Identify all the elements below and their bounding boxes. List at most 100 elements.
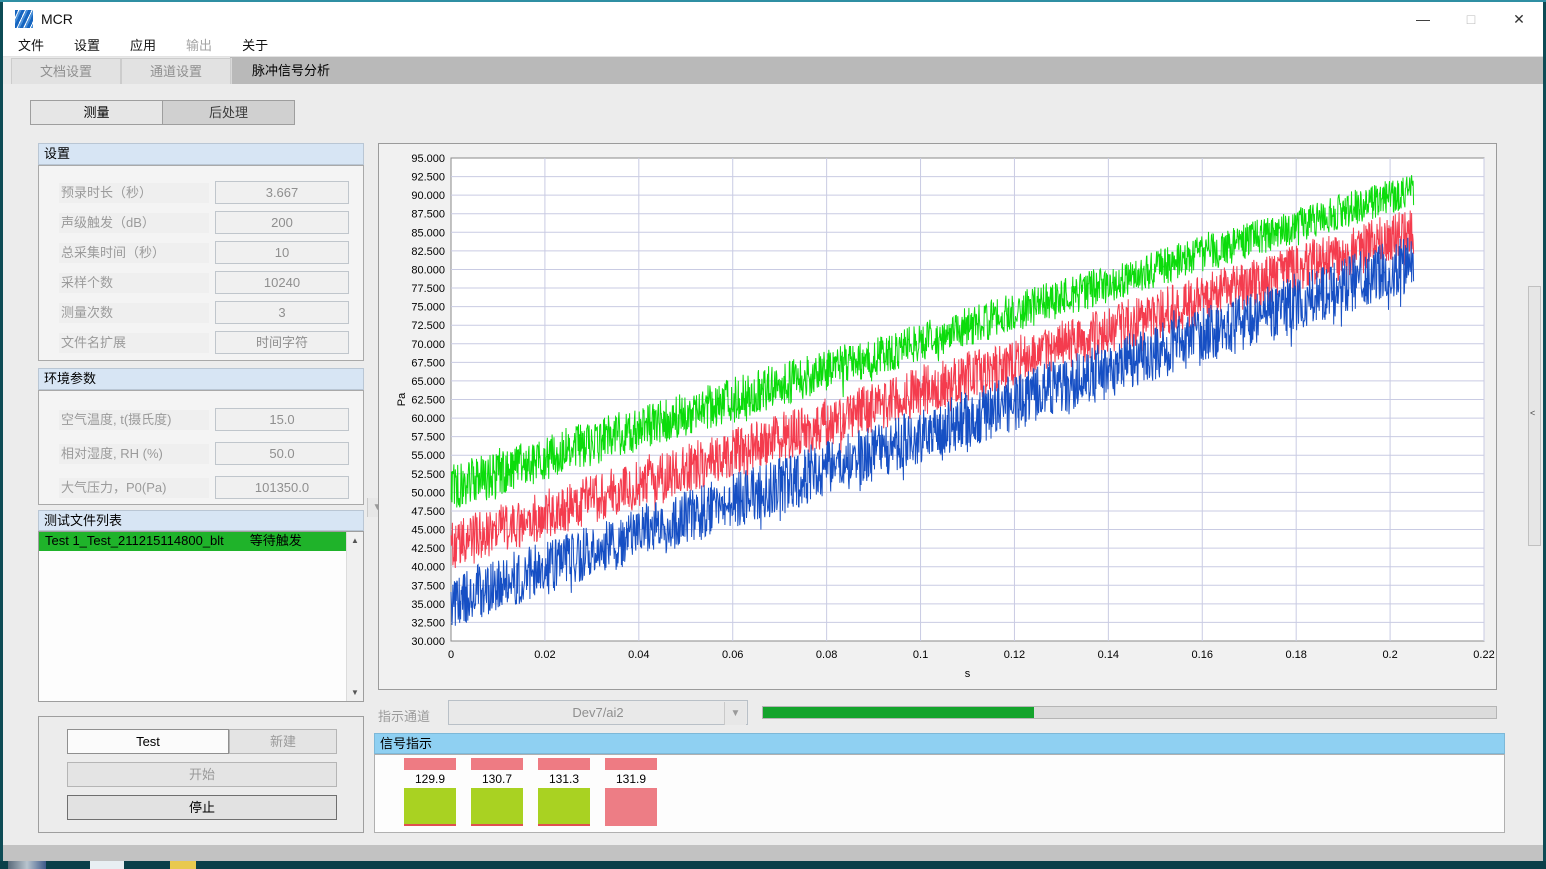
waveform-chart: 30.000 32.500 35.000 37.500 40.000 42.500 45.0…: [378, 143, 1497, 690]
y-axis-label: Pa: [396, 392, 408, 406]
field-select[interactable]: 时间字符: [215, 331, 349, 354]
field-label: 总采集时间（秒）: [59, 242, 209, 263]
field-value[interactable]: 10: [215, 241, 349, 264]
field-row: 相对湿度, RH (%) 50.0: [59, 442, 349, 465]
blue-band: [450, 237, 1415, 626]
start-button[interactable]: 开始: [67, 762, 337, 787]
signal-panel-body: 129.9 130.7 131.3 131.9: [374, 754, 1505, 833]
signal-panel-header: 信号指示: [374, 733, 1505, 754]
scroll-up-icon[interactable]: ▲: [351, 536, 359, 545]
tab-0[interactable]: 文档设置: [11, 58, 121, 84]
y-tick-label: 92.500: [411, 172, 445, 184]
y-tick-label: 95.000: [411, 153, 445, 165]
chevron-down-icon[interactable]: ▼: [724, 702, 746, 725]
menu-item-2[interactable]: 应用: [130, 37, 157, 53]
signal-threshold-line: [538, 824, 590, 826]
menu-item-4[interactable]: 关于: [242, 37, 269, 53]
filelist-scrollbar[interactable]: ▲ ▼: [346, 532, 363, 701]
menu-bar: 文件 设置 应用 输出 关于: [3, 36, 1543, 57]
file-list-row[interactable]: Test 1_Test_211215114800_blt 等待触发: [39, 532, 347, 551]
filelist-panel-header: 测试文件列表: [38, 510, 364, 531]
taskbar-icon-fragment[interactable]: [170, 861, 196, 869]
field-row: 大气压力，P0(Pa) 101350.0: [59, 476, 349, 499]
field-value[interactable]: 3: [215, 301, 349, 324]
field-value[interactable]: 3.667: [215, 181, 349, 204]
y-tick-label: 60.000: [411, 413, 445, 425]
indicator-channel-select[interactable]: Dev7/ai2 ▼: [448, 700, 748, 725]
scroll-down-icon[interactable]: ▼: [351, 688, 359, 697]
y-tick-label: 45.000: [411, 525, 445, 537]
tab-2[interactable]: 脉冲信号分析: [231, 58, 350, 84]
settings-panel-header: 设置: [38, 143, 364, 165]
field-value[interactable]: 10240: [215, 271, 349, 294]
file-status: 等待触发: [249, 533, 302, 548]
x-tick-label: 0.1: [913, 649, 928, 661]
x-tick-label: 0.22: [1473, 649, 1494, 661]
taskbar-edge: [0, 861, 1546, 869]
field-value[interactable]: 50.0: [215, 442, 349, 465]
y-tick-label: 75.000: [411, 302, 445, 314]
minimize-button[interactable]: —: [1416, 11, 1430, 27]
field-row: 总采集时间（秒） 10: [59, 241, 349, 264]
taskbar-icon-fragment[interactable]: [90, 861, 124, 869]
x-axis-label: s: [965, 668, 971, 680]
field-value[interactable]: 200: [215, 211, 349, 234]
menu-item-1[interactable]: 设置: [74, 37, 101, 53]
signal-status-square: [404, 788, 456, 826]
indicator-channel-value: Dev7/ai2: [572, 705, 624, 720]
field-value[interactable]: 101350.0: [215, 476, 349, 499]
taskbar-icon-fragment[interactable]: [8, 861, 46, 869]
field-row: 采样个数 10240: [59, 271, 349, 294]
y-tick-label: 77.500: [411, 283, 445, 295]
y-tick-label: 82.500: [411, 246, 445, 258]
app-icon: [15, 10, 33, 28]
chart-canvas: 30.000 32.500 35.000 37.500 40.000 42.500 45.0…: [396, 153, 1495, 680]
field-row: 空气温度, t(摄氏度) 15.0: [59, 408, 349, 431]
signal-level-bar: [471, 758, 523, 770]
panel-splitter-handle[interactable]: <: [1528, 286, 1541, 546]
x-tick-label: 0.08: [816, 649, 837, 661]
menu-item-3[interactable]: 输出: [186, 37, 213, 53]
window-bottom-border: [3, 845, 1543, 861]
subtab-measure[interactable]: 测量: [30, 100, 163, 125]
maximize-button[interactable]: □: [1466, 11, 1476, 27]
signal-level-bar: [538, 758, 590, 770]
signal-status-square: [538, 788, 590, 826]
field-row: 测量次数 3: [59, 301, 349, 324]
collapse-left-icon: <: [1530, 408, 1536, 418]
red-band: [450, 210, 1415, 569]
y-tick-label: 57.500: [411, 432, 445, 444]
x-tick-label: 0.06: [722, 649, 743, 661]
y-tick-label: 30.000: [411, 636, 445, 648]
desktop-edge-top: [0, 0, 1546, 2]
subtab-postprocess[interactable]: 后处理: [163, 100, 295, 125]
y-tick-label: 67.500: [411, 357, 445, 369]
field-label: 预录时长（秒）: [59, 182, 209, 203]
signal-value: 129.9: [414, 772, 446, 786]
y-tick-label: 80.000: [411, 264, 445, 276]
signal-threshold-line: [404, 824, 456, 826]
close-button[interactable]: ✕: [1513, 11, 1525, 27]
menu-item-0[interactable]: 文件: [18, 37, 45, 53]
stop-button[interactable]: 停止: [67, 795, 337, 820]
signal-status-square: [471, 788, 523, 826]
x-tick-label: 0: [448, 649, 454, 661]
y-tick-label: 37.500: [411, 580, 445, 592]
window-title: MCR: [41, 11, 73, 27]
y-tick-label: 50.000: [411, 487, 445, 499]
field-value[interactable]: 15.0: [215, 408, 349, 431]
window-controls: — □ ✕: [1399, 2, 1543, 36]
test-name-field[interactable]: Test: [67, 729, 229, 754]
signal-level-bar: [404, 758, 456, 770]
tab-1[interactable]: 通道设置: [121, 58, 231, 84]
x-tick-label: 0.02: [534, 649, 555, 661]
file-name: Test 1_Test_211215114800_blt: [45, 533, 224, 548]
y-tick-label: 42.500: [411, 543, 445, 555]
acquisition-progress-bar: [762, 706, 1497, 719]
settings-panel-body: 预录时长（秒） 3.667 声级触发（dB） 200 总采集时间（秒） 10 采样个数 102…: [38, 165, 387, 517]
x-tick-label: 0.12: [1004, 649, 1025, 661]
test-file-list[interactable]: Test 1_Test_211215114800_blt 等待触发 ▲ ▼: [38, 531, 364, 702]
signal-status-square: [605, 788, 657, 826]
new-button[interactable]: 新建: [229, 729, 337, 754]
